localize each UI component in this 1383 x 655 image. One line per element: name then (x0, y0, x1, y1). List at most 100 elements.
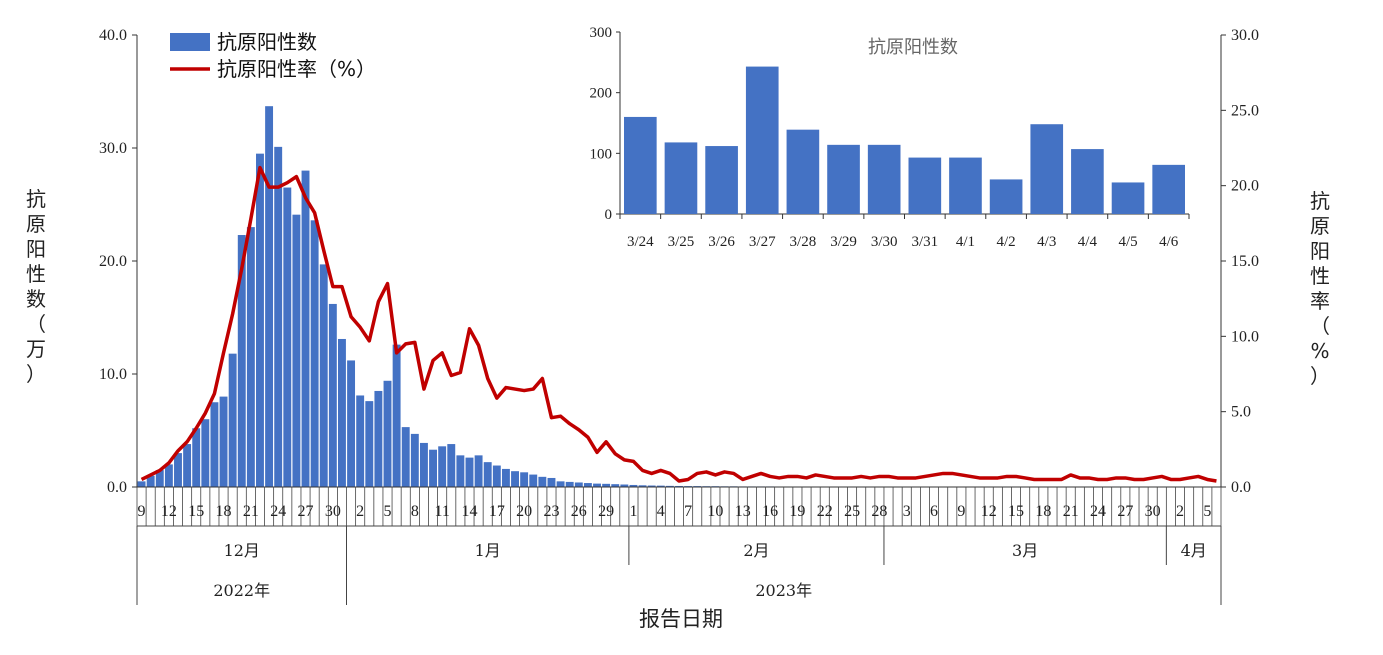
y-axis-title-left: 抗原阳性数（万） (26, 187, 46, 386)
legend-bar-swatch (170, 33, 210, 51)
bar (474, 455, 483, 487)
bar (611, 484, 620, 487)
bar (356, 395, 365, 487)
x-tick-label: 28 (871, 503, 887, 520)
inset-bar (1071, 149, 1104, 214)
bar (192, 428, 201, 487)
bar (174, 453, 182, 487)
y-axis-title-left-char: ） (26, 362, 46, 386)
month-label: 12月 (224, 541, 260, 560)
inset-title: 抗原阳性数 (868, 37, 958, 58)
y-axis-title-right-char: % (1310, 339, 1329, 363)
bar (201, 419, 210, 487)
bar (583, 483, 592, 487)
x-tick-label: 12 (981, 503, 997, 520)
y-axis-title-right-char: 原 (1310, 214, 1330, 238)
inset-tick-label: 100 (590, 146, 613, 162)
inset-x-tick-label: 4/3 (1037, 234, 1056, 250)
inset-bar (1030, 124, 1064, 214)
inset-chart: 抗原阳性数 0 100 200 300 3/24 3/25 3/26 3/27 3/28 3/29… (590, 25, 1190, 250)
x-tick-label: 19 (789, 503, 805, 520)
bar (501, 468, 510, 487)
right-tick-label: 25.0 (1231, 102, 1259, 119)
inset-x-tick-label: 4/4 (1078, 234, 1098, 250)
inset-x-tick-label: 3/29 (830, 234, 857, 250)
bar (547, 477, 556, 487)
bar (538, 476, 547, 487)
bar (656, 485, 665, 487)
x-tick-label: 16 (762, 503, 778, 520)
bar (565, 481, 574, 487)
y-axis-title-left-char: 抗 (26, 187, 46, 211)
x-tick-label: 1 (629, 503, 637, 520)
x-tick-label: 9 (138, 503, 146, 520)
left-tick-label: 10.0 (99, 366, 127, 383)
x-tick-label: 15 (188, 503, 204, 520)
bar (465, 457, 474, 487)
bar (529, 474, 538, 487)
month-label: 2月 (743, 541, 769, 560)
y-axis-title-left-char: 原 (26, 212, 46, 236)
bar (374, 390, 383, 487)
bar (219, 396, 228, 487)
x-tick-label: 6 (930, 503, 938, 520)
bar (419, 442, 428, 487)
bar (620, 484, 629, 487)
bar (283, 187, 292, 488)
inset-x-tick-label: 3/28 (790, 234, 817, 250)
inset-x-tick-label: 3/30 (871, 234, 898, 250)
right-tick-label: 15.0 (1231, 253, 1259, 270)
right-tick-label: 30.0 (1231, 27, 1259, 44)
main-line-series (140, 165, 1217, 483)
y-axis-title-left-char: 数 (26, 287, 46, 311)
x-tick-label: 25 (844, 503, 860, 520)
bar (256, 153, 264, 487)
main-bar-series (137, 106, 1221, 488)
bar (383, 380, 392, 487)
bar (164, 464, 173, 487)
y-axis-title-right-char: ） (1310, 364, 1330, 388)
x-tick-label: 24 (1090, 503, 1106, 520)
right-tick-label: 20.0 (1231, 178, 1259, 195)
left-tick-label: 0.0 (107, 479, 127, 496)
bar (246, 227, 255, 487)
bar (574, 482, 583, 487)
inset-bar (745, 66, 779, 214)
x-tick-label: 4 (657, 503, 665, 520)
year-label: 2023年 (755, 581, 812, 600)
x-tick-label: 2 (356, 503, 364, 520)
bar (675, 485, 683, 487)
bar (410, 433, 419, 487)
bar (319, 264, 328, 487)
y-axis-title-right-char: 性 (1310, 264, 1330, 288)
bar (146, 475, 155, 487)
x-tick-label: 17 (489, 503, 505, 520)
year-label: 2022年 (213, 581, 270, 600)
x-tick-label: 21 (243, 503, 259, 520)
inset-bar (786, 129, 820, 214)
bar (274, 146, 283, 487)
bar (520, 472, 529, 487)
bar (492, 465, 501, 487)
x-tick-label: 5 (384, 503, 392, 520)
y-axis-title-right-char: 抗 (1310, 189, 1330, 213)
y-axis-title-right: 抗原阳性率（%） (1310, 189, 1330, 388)
inset-x-tick-label: 4/6 (1159, 234, 1179, 250)
bar (310, 220, 319, 487)
bar (183, 444, 192, 487)
inset-bar (664, 142, 698, 214)
bar (265, 106, 274, 487)
inset-tick-label: 0 (605, 207, 613, 223)
inset-bar (1152, 164, 1185, 214)
x-tick-label: 30 (1145, 503, 1161, 520)
legend-bar-label: 抗原阳性数 (217, 30, 317, 54)
bar (401, 427, 410, 487)
inset-tick-label: 300 (590, 25, 613, 41)
left-tick-label: 40.0 (99, 27, 127, 44)
y-axis-title-right-char: （ (1310, 314, 1330, 338)
inset-bar (867, 144, 901, 214)
inset-axes: 0 100 200 300 3/24 3/25 3/26 3/27 3/28 3/29 3/30 3/… (590, 25, 1190, 250)
month-label: 1月 (475, 541, 501, 560)
y-axis-title-left-char: 阳 (26, 237, 46, 261)
x-tick-label: 18 (1035, 503, 1051, 520)
